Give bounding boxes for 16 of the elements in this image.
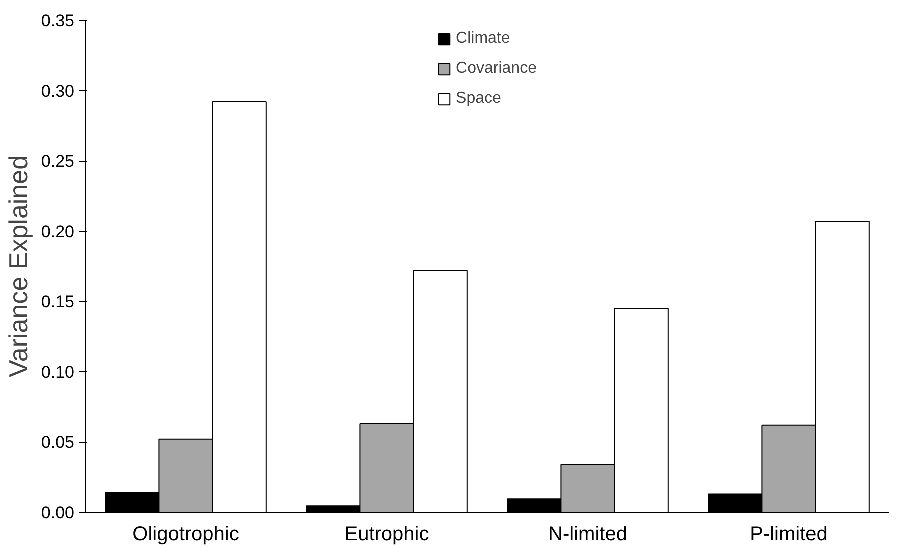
- y-tick-label: 0.15: [41, 292, 75, 312]
- x-tick-label: P-limited: [750, 524, 828, 546]
- legend-label: Covariance: [456, 60, 537, 78]
- y-tick-label: 0.25: [41, 152, 75, 172]
- y-tick-label: 0.05: [41, 433, 75, 452]
- y-tick-label: 0.00: [41, 504, 75, 522]
- x-tick-label: Eutrophic: [344, 524, 430, 546]
- legend-label: Space: [456, 90, 502, 108]
- x-tick-label: Oligotrophic: [132, 524, 240, 546]
- y-tick-label: 0.30: [41, 82, 75, 101]
- y-tick-label: 0.20: [41, 222, 75, 242]
- legend-label: Climate: [456, 30, 510, 48]
- y-tick-label: 0.35: [41, 12, 75, 30]
- y-tick-label: 0.10: [41, 362, 75, 382]
- x-tick-label: N-limited: [548, 524, 628, 546]
- y-axis-title: Variance Explained: [3, 155, 34, 378]
